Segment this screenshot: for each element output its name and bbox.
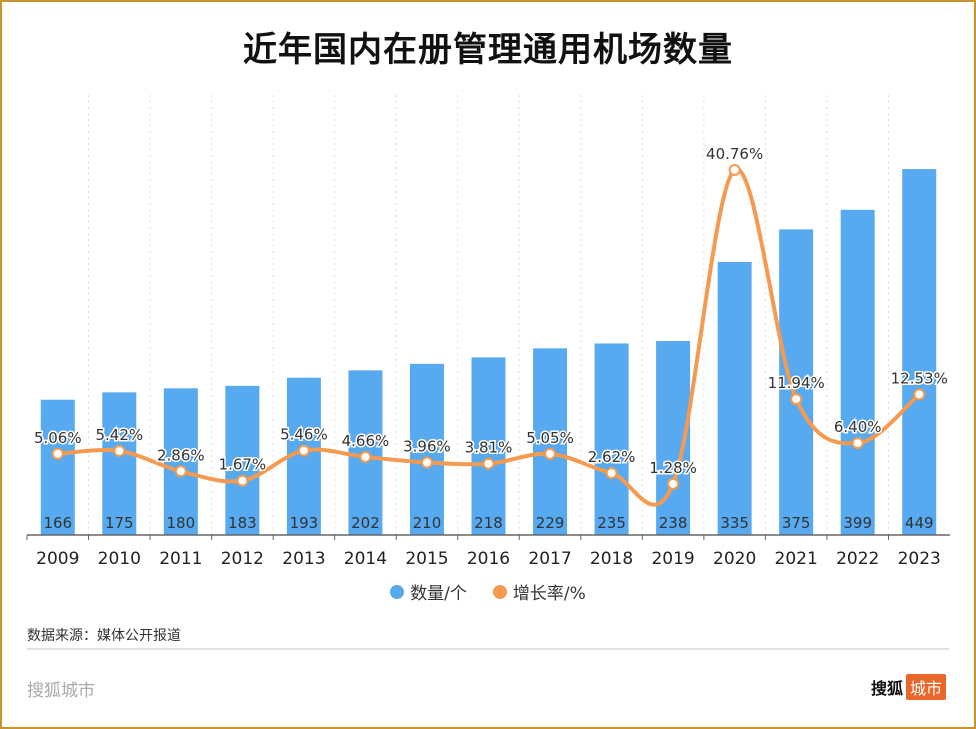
bar-value-label: 183 — [228, 514, 257, 532]
bar-value-label: 399 — [843, 514, 872, 532]
bar — [471, 357, 506, 535]
growth-label: 40.76% — [706, 145, 763, 163]
growth-point — [605, 467, 618, 480]
chart-title: 近年国内在册管理通用机场数量 — [243, 30, 733, 70]
legend-dot-icon — [492, 584, 507, 599]
growth-point — [297, 444, 310, 457]
growth-label: 5.46% — [280, 426, 328, 444]
growth-label: 4.66% — [342, 432, 390, 450]
growth-point — [913, 388, 926, 401]
growth-label: 3.81% — [465, 439, 513, 457]
bar-value-label: 166 — [43, 514, 72, 532]
brand-logo-name: 搜狐 — [870, 679, 903, 698]
growth-point — [51, 447, 64, 460]
legend-dot-icon — [390, 584, 405, 599]
growth-point — [420, 456, 433, 469]
bar — [779, 229, 814, 535]
growth-label: 5.06% — [34, 429, 82, 447]
x-tick-label: 2020 — [713, 549, 756, 569]
x-tick-label: 2022 — [836, 549, 879, 569]
growth-point — [851, 437, 864, 450]
brand-text: 搜狐城市 — [27, 681, 95, 701]
x-tick-label: 2016 — [467, 549, 510, 569]
x-tick-label: 2013 — [282, 549, 325, 569]
legend-item-count[interactable]: 数量/个 — [390, 579, 467, 604]
bar — [533, 348, 568, 535]
growth-point — [113, 444, 126, 457]
growth-label: 5.05% — [526, 429, 574, 447]
bar-value-label: 235 — [597, 514, 626, 532]
bar-value-label: 375 — [782, 514, 811, 532]
growth-point — [174, 465, 187, 478]
bar-value-label: 180 — [167, 514, 196, 532]
growth-label: 12.53% — [891, 369, 948, 387]
growth-point — [790, 393, 803, 406]
growth-label: 6.40% — [834, 418, 882, 436]
legend-label: 数量/个 — [410, 584, 467, 604]
growth-label: 3.96% — [403, 438, 451, 456]
legend-item-growth[interactable]: 增长率/% — [492, 579, 586, 604]
x-tick-label: 2009 — [36, 549, 79, 569]
growth-point — [728, 163, 741, 176]
x-tick-label: 2023 — [898, 549, 941, 569]
x-tick-label: 2019 — [651, 549, 694, 569]
x-tick-label: 2017 — [528, 549, 571, 569]
bar-value-label: 210 — [413, 514, 442, 532]
legend: 数量/个 增长率/% — [0, 579, 976, 604]
bar — [409, 363, 444, 535]
bar-value-label: 449 — [905, 514, 934, 532]
brand-logo: 搜狐 城市 — [871, 674, 946, 700]
bar — [102, 392, 137, 535]
bar — [902, 169, 937, 535]
bar — [840, 209, 875, 535]
data-source: 数据来源：媒体公开报道 — [27, 628, 181, 644]
bar-value-label: 218 — [474, 514, 503, 532]
x-tick-label: 2021 — [775, 549, 818, 569]
bar — [594, 343, 629, 535]
bar-value-label: 202 — [351, 514, 380, 532]
legend-label: 增长率/% — [512, 584, 586, 604]
x-tick-label: 2012 — [221, 549, 264, 569]
growth-line — [57, 167, 921, 507]
brand-logo-tag: 城市 — [905, 674, 946, 700]
growth-point — [544, 447, 557, 460]
x-tick-label: 2018 — [590, 549, 633, 569]
bar — [717, 261, 752, 535]
bar-value-label: 229 — [536, 514, 565, 532]
growth-label: 2.62% — [588, 448, 636, 466]
growth-point — [667, 477, 680, 490]
bar — [163, 388, 198, 535]
growth-label: 11.94% — [768, 374, 825, 392]
bar — [40, 399, 75, 535]
bar-value-label: 175 — [105, 514, 134, 532]
bar-value-label: 335 — [720, 514, 749, 532]
x-tick-label: 2014 — [344, 549, 387, 569]
x-tick-label: 2015 — [405, 549, 448, 569]
growth-label: 5.42% — [95, 426, 143, 444]
growth-label: 2.86% — [157, 446, 205, 464]
growth-point — [359, 450, 372, 463]
bar — [225, 385, 260, 535]
x-tick-label: 2011 — [159, 549, 202, 569]
growth-label: 1.28% — [649, 459, 697, 477]
x-tick-label: 2010 — [98, 549, 141, 569]
divider — [27, 648, 949, 650]
growth-label: 1.67% — [219, 456, 267, 474]
growth-point — [236, 474, 249, 487]
bar-value-label: 238 — [659, 514, 688, 532]
growth-point — [482, 457, 495, 470]
bar-value-label: 193 — [290, 514, 319, 532]
